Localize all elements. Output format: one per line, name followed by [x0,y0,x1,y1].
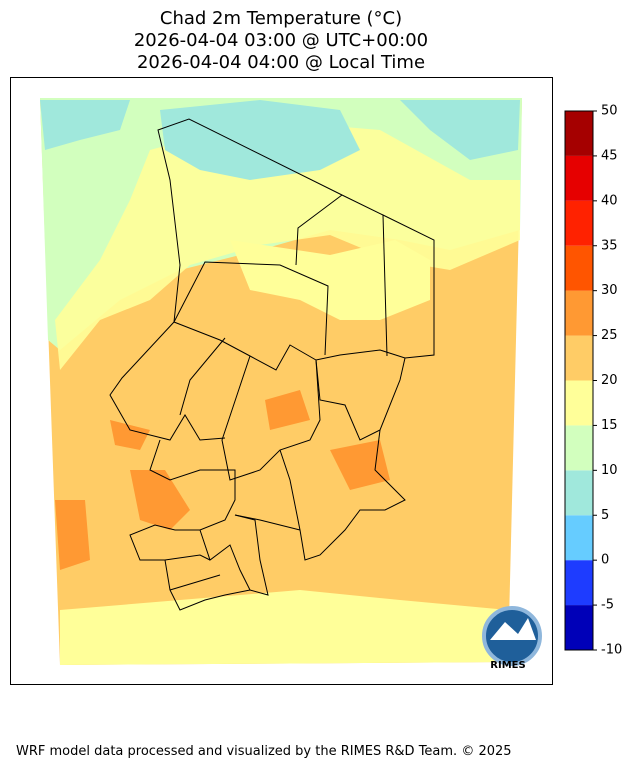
title-line: 2026-04-04 04:00 @ Local Time [137,52,425,73]
logo-text: RIMES [490,660,525,671]
colorbar-tick-label: 20 [601,373,618,388]
map: RIMES [40,98,542,671]
colorbar-bin [565,470,593,516]
colorbar-tick-label: 10 [601,463,618,478]
colorbar-bin [565,111,593,156]
colorbar-tick-label: 30 [601,283,618,298]
map-frame [10,77,553,685]
colorbar-tick-label: 35 [601,238,618,253]
colorbar-tick-label: 40 [601,193,618,208]
colorbar-bin [565,245,593,291]
colorbar-tick-label: 45 [601,148,618,163]
colorbar-bin [565,515,593,561]
footer: WRF model data processed and visualized … [16,744,512,759]
title-line: 2026-04-04 03:00 @ UTC+00:00 [134,30,428,51]
colorbar-tick-label: 0 [601,553,609,568]
colorbar-tick-label: 25 [601,328,618,343]
colorbar-bin [565,425,593,471]
colorbar-bin [565,155,593,201]
colorbar-bin [565,335,593,381]
title-line: Chad 2m Temperature (°C) [160,8,402,29]
colorbar-tick-label: 5 [601,508,609,523]
colorbar-bin [565,560,593,606]
colorbar-tick-label: -5 [601,598,614,613]
colorbar-bin [565,290,593,336]
colorbar-bin [565,200,593,246]
colorbar-tick-label: 50 [601,104,618,119]
logo: RIMES [482,606,542,671]
colorbar-tick-label: 15 [601,418,618,433]
colorbar-bin [565,380,593,426]
colorbar-bin [565,605,593,650]
colorbar-tick-label: -10 [601,643,622,658]
